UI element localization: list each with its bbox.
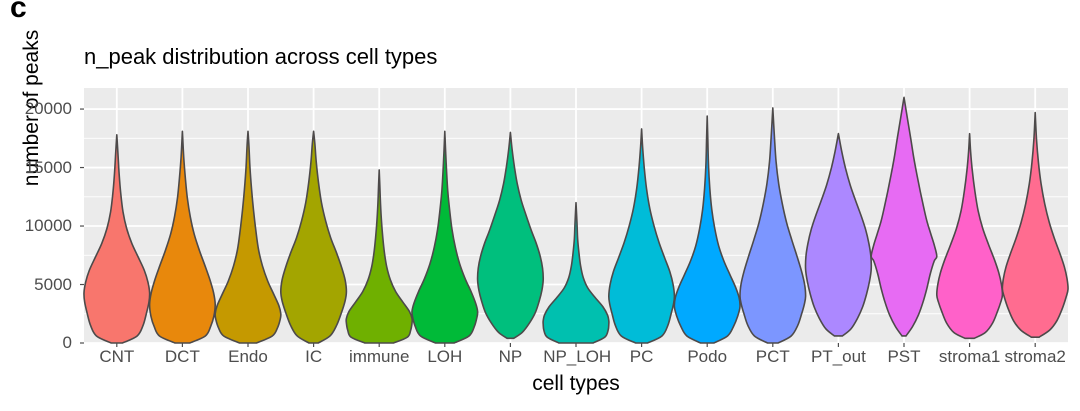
x-tick-label-NP_LOH: NP_LOH bbox=[543, 347, 612, 366]
y-tick-label: 10000 bbox=[24, 216, 72, 236]
y-tick-label: 15000 bbox=[24, 157, 72, 177]
violin-PT_out bbox=[804, 132, 873, 337]
x-tick-label-stroma2: stroma2 bbox=[1004, 347, 1066, 366]
x-tick-label-PCT: PCT bbox=[755, 347, 790, 366]
violin-PC bbox=[607, 128, 676, 344]
x-tick-label-PT_out: PT_out bbox=[810, 347, 866, 366]
x-tick-label-PC: PC bbox=[629, 347, 654, 366]
y-tick-label: 0 bbox=[62, 333, 72, 352]
axis-tick-marks bbox=[80, 108, 1036, 347]
x-tick-label-PST: PST bbox=[887, 347, 921, 366]
x-axis-title: cell types bbox=[532, 372, 620, 395]
violin-series-group bbox=[83, 96, 1069, 344]
x-tick-label-Endo: Endo bbox=[228, 347, 268, 366]
x-tick-label-DCT: DCT bbox=[164, 347, 200, 366]
x-tick-label-IC: IC bbox=[305, 347, 323, 366]
x-tick-label-NP: NP bbox=[498, 347, 523, 366]
violin-Podo bbox=[673, 115, 741, 344]
x-tick-label-immune: immune bbox=[348, 347, 410, 366]
violin-stroma1 bbox=[935, 132, 1004, 340]
y-tick-label: 20000 bbox=[24, 99, 72, 119]
x-tick-label-CNT: CNT bbox=[99, 347, 135, 366]
violin-NP_LOH bbox=[542, 201, 610, 344]
violin-CNT bbox=[83, 133, 151, 344]
violin-DCT bbox=[148, 130, 217, 344]
plot-title: n_peak distribution across cell types bbox=[84, 44, 438, 69]
x-tick-label-Podo: Podo bbox=[687, 347, 728, 366]
violin-immune bbox=[345, 169, 414, 344]
x-tick-label-LOH: LOH bbox=[427, 347, 463, 366]
violin-IC bbox=[280, 130, 348, 344]
violin-LOH bbox=[411, 130, 479, 344]
x-tick-label-stroma1: stroma1 bbox=[938, 347, 1001, 366]
violin-Endo bbox=[214, 130, 282, 344]
violin-NP bbox=[476, 131, 545, 340]
panel-letter-c: c bbox=[10, 0, 27, 24]
violin-stroma2 bbox=[1001, 111, 1069, 338]
y-tick-label: 5000 bbox=[34, 274, 72, 294]
violin-PST bbox=[870, 96, 938, 337]
violin-PCT bbox=[739, 107, 807, 344]
